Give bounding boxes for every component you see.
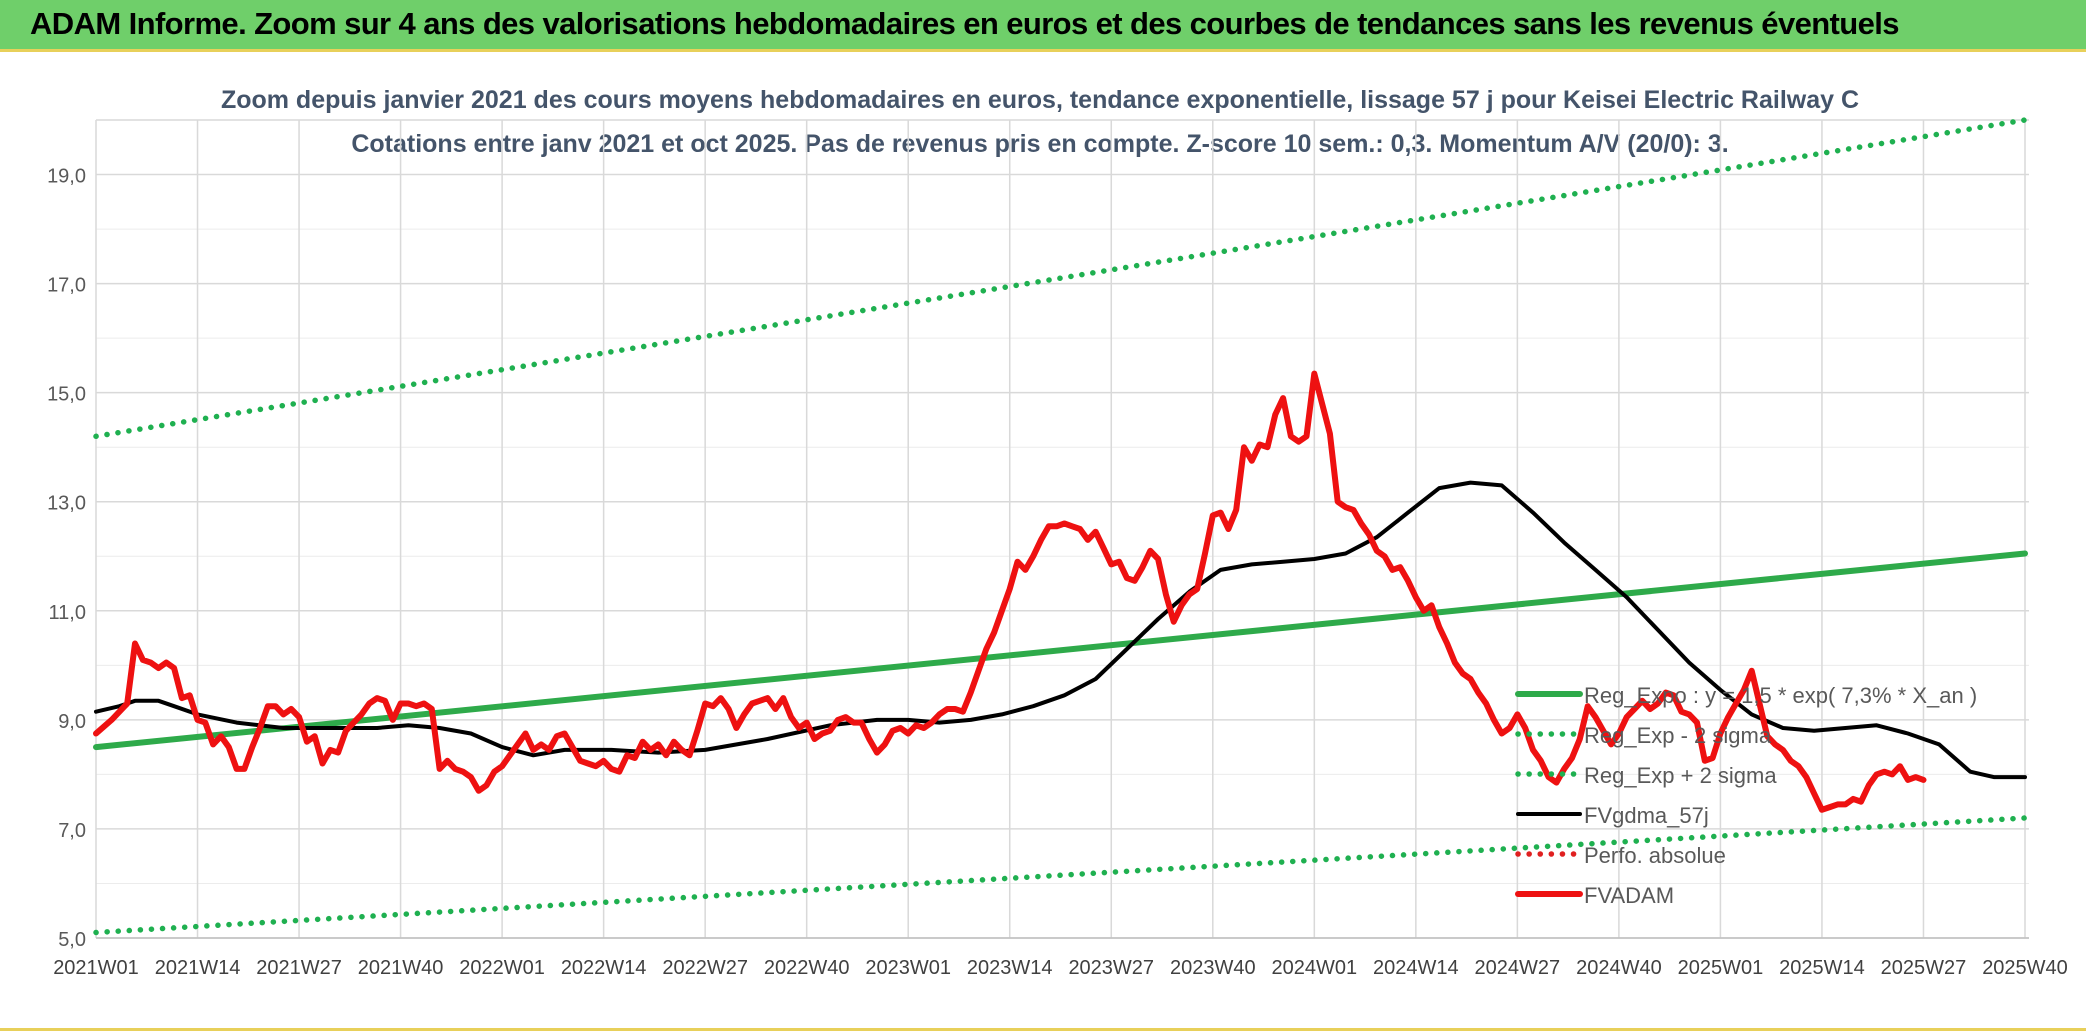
x-tick-label: 2022W14 <box>561 957 647 979</box>
series-line-reg-exp-2-sigma <box>93 117 2028 440</box>
x-tick-label: 2023W40 <box>1170 957 1256 979</box>
legend-label: FVgdma_57j <box>1584 803 1709 828</box>
y-tick-label: 7,0 <box>58 820 86 842</box>
x-tick-label: 2025W40 <box>1982 957 2068 979</box>
x-tick-label: 2021W27 <box>256 957 342 979</box>
chart-subtitle: Cotations entre janv 2021 et oct 2025. P… <box>351 130 1728 158</box>
series-line-reg-exp-2-sigma <box>93 815 2028 936</box>
x-tick-label: 2023W14 <box>967 957 1053 979</box>
chart-title: Zoom depuis janvier 2021 des cours moyen… <box>221 86 1859 114</box>
line-chart: Zoom depuis janvier 2021 des cours moyen… <box>47 86 2068 979</box>
y-tick-label: 15,0 <box>47 384 86 406</box>
x-tick-label: 2023W27 <box>1068 957 1154 979</box>
y-tick-label: 5,0 <box>58 929 86 951</box>
legend-label: FVADAM <box>1584 883 1674 908</box>
legend-label: Reg_Exp + 2 sigma <box>1584 763 1777 788</box>
x-tick-label: 2021W40 <box>358 957 444 979</box>
header-banner: ADAM Informe. Zoom sur 4 ans des valoris… <box>0 0 2086 52</box>
series-line-fvgdma-57j <box>94 480 2027 780</box>
grid-lines <box>95 119 2029 939</box>
y-tick-label: 11,0 <box>49 602 86 624</box>
legend-label: Perfo. absolue <box>1584 843 1726 868</box>
x-tick-label: 2024W40 <box>1576 957 1662 979</box>
y-tick-label: 13,0 <box>47 493 86 515</box>
x-tick-label: 2023W01 <box>865 957 951 979</box>
y-tick-label: 17,0 <box>47 275 86 297</box>
x-tick-label: 2025W27 <box>1881 957 1967 979</box>
y-tick-label: 19,0 <box>47 166 86 188</box>
y-axis: 5,0 7,0 9,0 11,0 13,0 15,0 17,0 19,0 <box>47 166 86 951</box>
x-tick-label: 2025W14 <box>1779 957 1865 979</box>
x-tick-label: 2024W14 <box>1373 957 1459 979</box>
x-tick-label: 2022W40 <box>764 957 850 979</box>
x-axis: 2021W01 2021W14 2021W27 2021W40 2022W01 2022W… <box>53 937 2068 979</box>
x-tick-label: 2021W01 <box>53 957 139 979</box>
x-tick-label: 2022W01 <box>459 957 545 979</box>
banner-title: ADAM Informe. Zoom sur 4 ans des valoris… <box>30 6 1900 41</box>
series-line-fvadam <box>93 370 1927 813</box>
x-tick-label: 2024W27 <box>1475 957 1561 979</box>
x-tick-label: 2025W01 <box>1678 957 1764 979</box>
y-tick-label: 9,0 <box>58 711 86 733</box>
legend: Reg_Expo : y = 1,5 * exp( 7,3% * X_an ) R… <box>1515 683 1977 908</box>
legend-label: Reg_Exp - 2 sigma <box>1584 723 1772 748</box>
x-tick-label: 2021W14 <box>155 957 241 979</box>
series-layer <box>93 117 2028 936</box>
series-line-reg-expo-y-1-5-exp-7-3-x-an <box>93 550 2028 751</box>
x-tick-label: 2024W01 <box>1272 957 1358 979</box>
legend-label: Reg_Expo : y = 1,5 * exp( 7,3% * X_an ) <box>1584 683 1977 708</box>
chart-frame: Zoom depuis janvier 2021 des cours moyen… <box>0 52 2086 1031</box>
x-tick-label: 2022W27 <box>662 957 748 979</box>
